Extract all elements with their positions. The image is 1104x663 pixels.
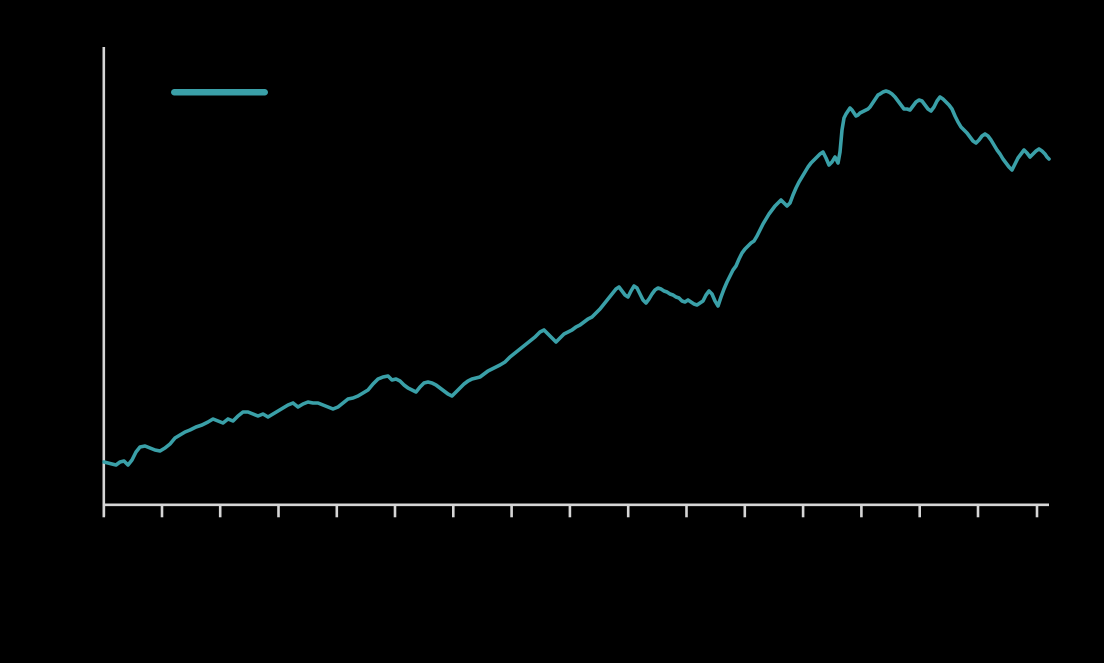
legend-swatch: [171, 89, 268, 96]
x-axis-ticks: [102, 504, 1039, 518]
series-line: [102, 89, 1051, 467]
